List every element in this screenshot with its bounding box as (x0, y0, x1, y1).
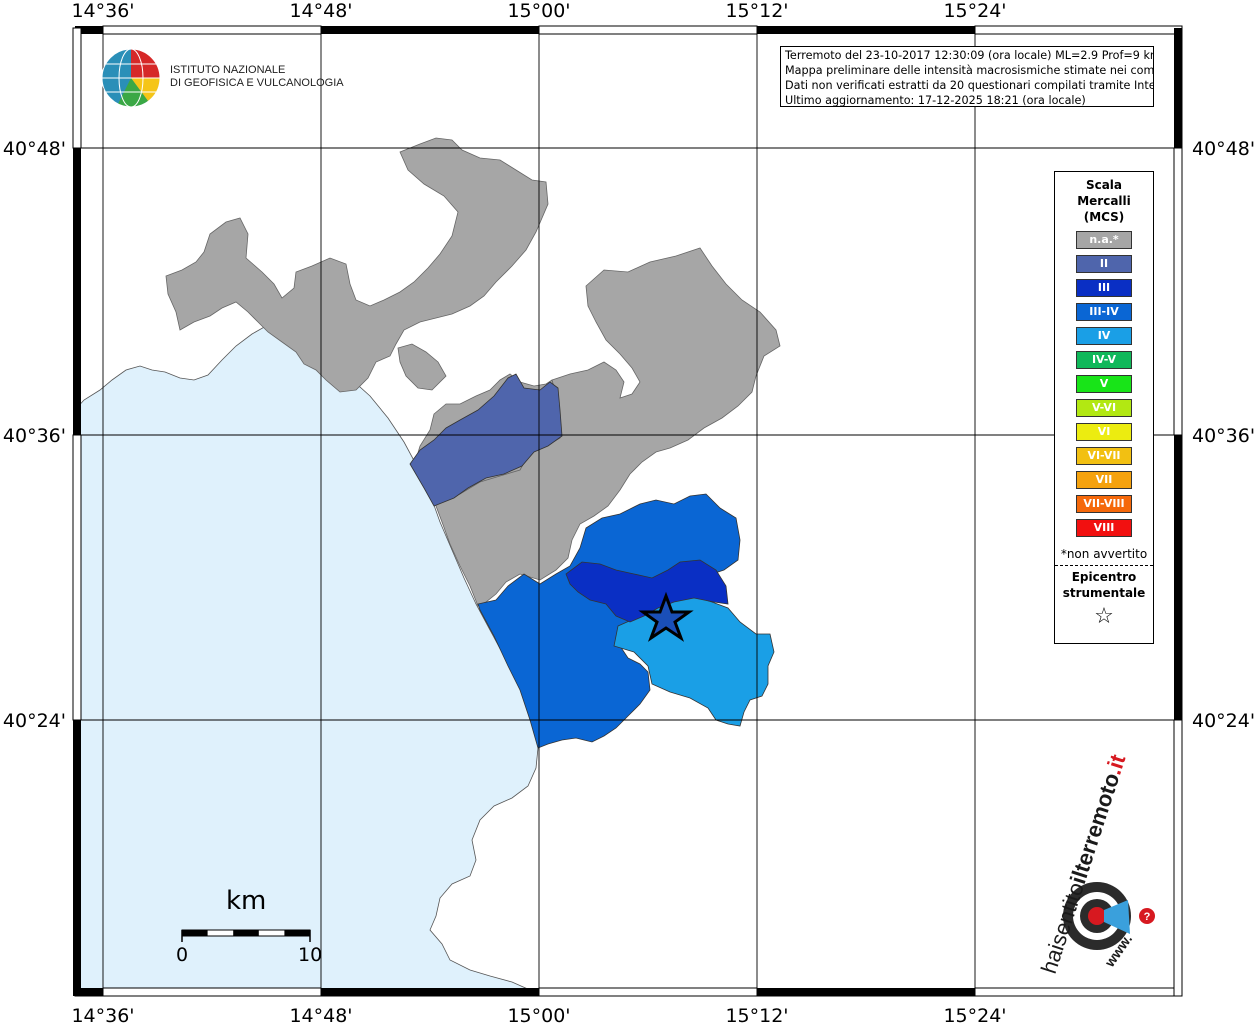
legend-epi-line: strumentale (1062, 586, 1146, 600)
scale-min: 0 (176, 944, 189, 966)
legend-epi-line: Epicentro (1071, 570, 1137, 584)
intensity-iii-area (565, 559, 729, 623)
scale-unit: km (226, 886, 267, 916)
na-area-north (165, 137, 549, 393)
info-line-3: Dati non verificati estratti da 20 quest… (785, 79, 1154, 92)
lon-label: 15°24' (943, 0, 1006, 22)
legend-title-line: Scala (1085, 178, 1123, 192)
legend-item: IV-V (1076, 351, 1132, 369)
intensity-iii-iv-area (477, 493, 741, 749)
lon-label: 14°48' (289, 1005, 352, 1024)
lat-labels-right: 40°48' 40°36' 40°24' (1192, 138, 1255, 732)
na-area-east (429, 247, 781, 607)
info-line-4: Ultimo aggiornamento: 17-12-2025 18:21 (… (785, 94, 1086, 107)
legend-item: V (1076, 375, 1132, 393)
graticule (75, 28, 1182, 996)
lat-labels-left: 40°48' 40°36' 40°24' (3, 138, 66, 732)
lon-labels-bottom: 14°36' 14°48' 15°00' 15°12' 15°24' (71, 1005, 1006, 1024)
scale-max: 10 (298, 944, 323, 966)
lat-label: 40°24' (1192, 710, 1255, 732)
intensity-ii-area (409, 373, 563, 507)
lon-label: 14°48' (289, 0, 352, 22)
legend-items: n.a.* II III III-IV IV IV-V V V-VI VI VI-VII VII VI… (1055, 231, 1153, 537)
frame-band-left (72, 27, 82, 996)
target-icon: ? (1063, 882, 1155, 950)
legend-item: IV (1076, 327, 1132, 345)
lat-label: 40°24' (3, 710, 66, 732)
mcs-legend: Scala Mercalli (MCS) n.a.* II III III-IV IV I… (1054, 171, 1154, 644)
legend-title-line: (MCS) (1083, 210, 1125, 224)
legend-item: VI (1076, 423, 1132, 441)
svg-text:?: ? (1144, 911, 1151, 923)
globe-icon (101, 48, 161, 108)
legend-divider (1055, 565, 1153, 566)
star-icon: ☆ (1094, 604, 1114, 629)
legend-title-line: Mercalli (1077, 194, 1131, 208)
legend-item: III-IV (1076, 303, 1132, 321)
lon-label: 15°12' (725, 0, 788, 22)
frame-band-top (75, 25, 1183, 35)
lon-label: 14°36' (71, 0, 134, 22)
sea-area (74, 325, 540, 997)
legend-title: Scala Mercalli (MCS) (1055, 177, 1153, 225)
legend-item: VII-VIII (1076, 495, 1132, 513)
epicenter-star-icon (638, 591, 694, 642)
legend-note: *non avvertito (1060, 547, 1148, 561)
lat-label: 40°36' (1192, 425, 1255, 447)
legend-epicenter-label: Epicentro strumentale (1055, 569, 1153, 601)
lon-label: 14°36' (71, 1005, 134, 1024)
lon-label: 15°24' (943, 1005, 1006, 1024)
info-line-2: Mappa preliminare delle intensità macros… (785, 64, 1154, 77)
legend-item: VII (1076, 471, 1132, 489)
lon-label: 15°00' (507, 0, 570, 22)
na-area-coast (397, 343, 447, 391)
lat-label: 40°36' (3, 425, 66, 447)
info-line-1: Terremoto del 23-10-2017 12:30:09 (ora l… (785, 49, 1154, 62)
legend-item: III (1076, 279, 1132, 297)
legend-item: II (1076, 255, 1132, 273)
lat-label: 40°48' (3, 138, 66, 160)
legend-item: n.a.* (1076, 231, 1132, 249)
lat-label: 40°48' (1192, 138, 1255, 160)
ingv-line1: ISTITUTO NAZIONALE (170, 64, 286, 76)
ingv-line2: DI GEOFISICA E VULCANOLOGIA (170, 77, 344, 89)
lon-label: 15°00' (507, 1005, 570, 1024)
lon-labels-top: 14°36' 14°48' 15°00' 15°12' 15°24' (71, 0, 1006, 22)
lon-label: 15°12' (725, 1005, 788, 1024)
legend-item: VIII (1076, 519, 1132, 537)
legend-item: V-VI (1076, 399, 1132, 417)
legend-item: VI-VII (1076, 447, 1132, 465)
event-info-box: Terremoto del 23-10-2017 12:30:09 (ora l… (780, 46, 1154, 107)
ingv-logo-text: ISTITUTO NAZIONALE DI GEOFISICA E VULCAN… (170, 64, 344, 90)
frame-band-right (1173, 28, 1183, 997)
scale-bar (181, 929, 311, 942)
frame-band-bottom (75, 987, 1183, 997)
